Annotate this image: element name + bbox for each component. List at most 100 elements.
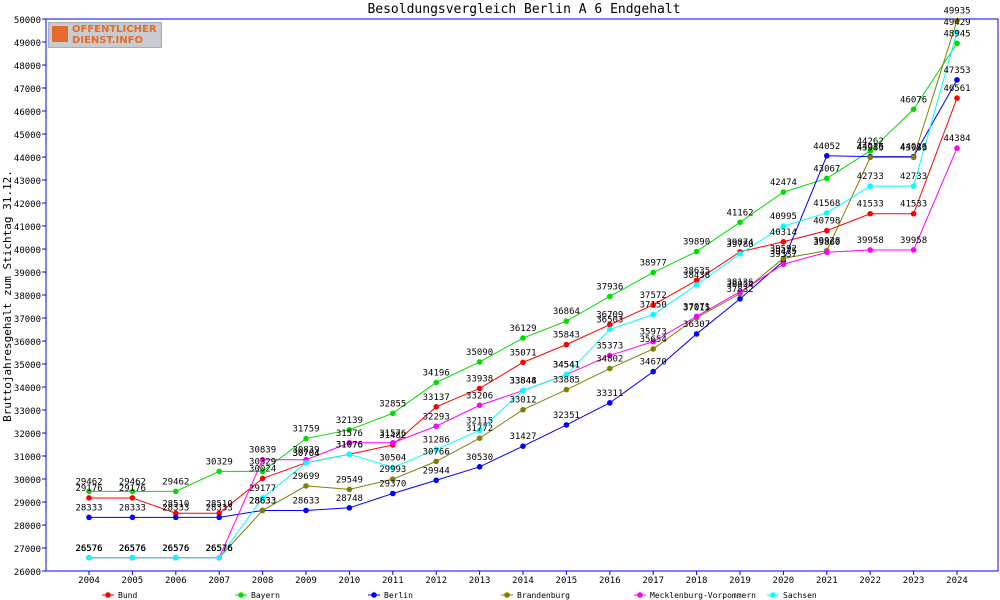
- y-tick-label: 39000: [14, 269, 41, 279]
- data-label: 37936: [596, 282, 623, 292]
- legend-marker: [371, 592, 377, 598]
- data-point: [910, 247, 917, 253]
- data-point: [563, 371, 570, 378]
- data-point: [563, 341, 570, 348]
- data-label: 33137: [423, 393, 450, 403]
- data-label: 34196: [423, 368, 450, 378]
- data-label: 26576: [75, 544, 102, 554]
- data-label: 42733: [857, 172, 884, 182]
- data-label: 28333: [75, 503, 102, 513]
- logo-text: OFFENTLICHER DIENST.INFO: [72, 24, 157, 46]
- data-point: [607, 400, 613, 406]
- data-label: 33311: [596, 389, 623, 399]
- data-point: [824, 249, 830, 256]
- data-point: [520, 406, 526, 413]
- data-label: 32293: [423, 412, 450, 422]
- data-label: 41533: [900, 200, 927, 210]
- y-tick-label: 26000: [14, 568, 41, 578]
- legend: Bund Bayern Berlin Brandenburg Mecklenburg-V…: [102, 591, 817, 600]
- data-label: 28510: [206, 499, 233, 509]
- x-tick-label: 2011: [382, 576, 404, 586]
- data-label: 28333: [162, 503, 189, 513]
- legend-label: Brandenburg: [517, 591, 570, 600]
- y-tick-label: 48000: [14, 62, 41, 72]
- data-label: 37015: [683, 304, 710, 314]
- data-point: [910, 154, 917, 161]
- y-tick-label: 27000: [14, 545, 41, 555]
- data-label: 29177: [249, 484, 276, 494]
- data-point: [390, 476, 396, 482]
- data-label: 37572: [640, 291, 667, 301]
- y-tick-label: 30000: [14, 476, 41, 486]
- data-point: [824, 153, 830, 159]
- data-label: 26576: [162, 544, 189, 554]
- data-point: [607, 352, 613, 359]
- data-label: 44262: [857, 137, 884, 147]
- data-label: 44384: [943, 134, 970, 144]
- data-point: [476, 385, 483, 392]
- data-label: 31576: [336, 429, 363, 439]
- data-point: [780, 261, 787, 268]
- data-label: 26576: [119, 544, 146, 554]
- data-label: 39860: [813, 238, 840, 248]
- series-line: [89, 20, 958, 559]
- y-tick-label: 43000: [14, 177, 41, 187]
- data-point: [867, 247, 873, 253]
- legend-marker: [770, 592, 776, 598]
- y-axis-label: Bruttojahresgehalt zum Stichtag 31.12.: [1, 170, 14, 422]
- data-point: [476, 402, 483, 409]
- data-label: 31772: [466, 424, 493, 434]
- data-label: 39958: [900, 236, 927, 246]
- legend-label: Sachsen: [783, 591, 817, 600]
- data-label: 32855: [379, 399, 406, 409]
- y-tick-label: 40000: [14, 246, 41, 256]
- data-label: 48945: [943, 29, 970, 39]
- series-line: [89, 31, 958, 559]
- data-label: 33206: [466, 391, 493, 401]
- data-point: [650, 269, 656, 276]
- data-label: 41568: [813, 199, 840, 209]
- data-label: 30530: [466, 453, 493, 463]
- data-point: [346, 504, 353, 511]
- series-lines: [86, 17, 960, 561]
- data-label: 28510: [162, 499, 189, 509]
- data-point: [259, 468, 266, 475]
- data-label: 28333: [119, 503, 146, 513]
- data-point: [737, 289, 743, 295]
- x-tick-label: 2015: [556, 576, 578, 586]
- data-point: [216, 514, 222, 521]
- y-tick-label: 31000: [14, 453, 41, 463]
- data-label: 38054: [726, 280, 753, 290]
- x-tick-label: 2006: [165, 576, 187, 586]
- data-label: 29462: [75, 477, 102, 487]
- data-point: [693, 313, 700, 320]
- legend-label: Bayern: [251, 591, 280, 600]
- data-label: 43067: [813, 164, 840, 174]
- y-tick-label: 49000: [14, 39, 41, 49]
- data-label: 29176: [119, 484, 146, 494]
- data-point: [390, 410, 396, 417]
- y-tick-label: 45000: [14, 131, 41, 141]
- data-point: [303, 483, 309, 489]
- data-point: [86, 495, 92, 501]
- data-point: [693, 331, 700, 337]
- data-point: [216, 468, 222, 475]
- data-point: [780, 223, 787, 229]
- data-label: 30024: [249, 464, 276, 474]
- x-tick-label: 2020: [773, 576, 795, 586]
- data-point: [86, 554, 92, 561]
- y-tick-label: 34000: [14, 384, 41, 394]
- data-label: 47353: [943, 66, 970, 76]
- x-tick-label: 2023: [903, 576, 925, 586]
- data-point: [346, 486, 353, 493]
- y-tick-label: 29000: [14, 499, 41, 509]
- data-point: [563, 422, 570, 428]
- data-label: 39874: [726, 238, 753, 248]
- data-label: 32115: [466, 416, 493, 426]
- y-tick-label: 35000: [14, 361, 41, 371]
- series-line: [89, 42, 958, 492]
- data-point: [433, 458, 440, 465]
- data-label: 35373: [596, 341, 623, 351]
- data-label: 38136: [726, 278, 753, 288]
- data-point: [650, 338, 656, 345]
